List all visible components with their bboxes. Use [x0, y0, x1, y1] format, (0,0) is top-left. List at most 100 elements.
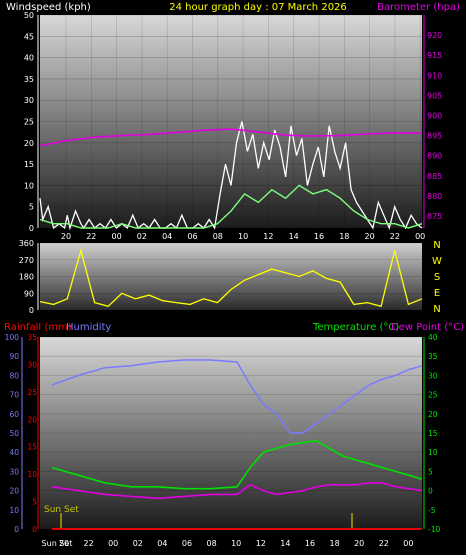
humidity-y-tick-label: 10 — [9, 506, 19, 515]
wind-x-tick-label: 06 — [187, 232, 197, 241]
temp-axis-title: Temperature (°C) — [312, 322, 399, 333]
rain-axis-title: Rainfall (mm) — [4, 322, 72, 333]
compass-label: N — [433, 240, 440, 251]
direction-y-tick-label: 360 — [19, 239, 34, 248]
compass-label: W — [432, 256, 442, 267]
baro-y-tick-label: 915 — [427, 51, 442, 60]
wind-y-tick-label: 0 — [29, 224, 34, 233]
baro-y-tick-label: 905 — [427, 91, 442, 100]
temp-x-tick-label: 00 — [108, 539, 118, 548]
baro-y-tick-label: 880 — [427, 192, 442, 201]
baro-y-tick-label: 920 — [427, 31, 442, 40]
humidity-y-tick-label: 80 — [9, 371, 19, 380]
temp-plot-area — [40, 337, 422, 529]
temp-y-tick-label: 0 — [428, 487, 433, 496]
wind-x-tick-label: 22 — [86, 232, 96, 241]
wind-y-tick-label: 50 — [24, 11, 34, 20]
rain-y-tick-label: 0 — [32, 525, 37, 534]
temp-y-tick-label: 10 — [428, 448, 438, 457]
wind-x-tick-label: 04 — [162, 232, 172, 241]
wind-x-tick-label: 18 — [339, 232, 349, 241]
wind-x-tick-label: 20 — [365, 232, 375, 241]
temp-x-tick-label: 20 — [354, 539, 364, 548]
temp-x-tick-label: 22 — [84, 539, 94, 548]
wind-x-tick-label: 16 — [314, 232, 324, 241]
wind-y-tick-label: 25 — [24, 118, 34, 127]
temperature-series-line — [51, 439, 423, 490]
temp-y-tick-label: 30 — [428, 371, 438, 380]
wind-x-tick-label: 12 — [263, 232, 273, 241]
temp-x-tick-label: 22 — [379, 539, 389, 548]
wind-y-tick-label: 20 — [24, 139, 34, 148]
temp-x-tick-label: 02 — [133, 539, 143, 548]
temp-y-tick-label: 15 — [428, 429, 438, 438]
graph-date-title: 24 hour graph day : 07 March 2026 — [169, 2, 347, 13]
humidity-series-line — [51, 359, 423, 434]
baro-y-tick-label: 900 — [427, 111, 442, 120]
compass-label: N — [433, 304, 440, 315]
baro-axis-title: Barometer (hpa) — [377, 2, 460, 13]
temp-x-tick-label: 04 — [157, 539, 167, 548]
wind-x-tick-label: 00 — [112, 232, 122, 241]
wind-chart: 0 5 10 15 20 25 30 35 40 45 50 875 880 885 890 895 900 90… — [24, 11, 442, 241]
temp-y-tick-label: 35 — [428, 352, 438, 361]
temp-y-tick-label: 5 — [428, 467, 433, 476]
direction-y-tick-label: 270 — [19, 256, 34, 265]
temp-x-tick-label: 06 — [182, 539, 192, 548]
temp-chart: 010203040506070809010005101520253035-10-… — [5, 333, 441, 548]
humidity-y-tick-label: 0 — [14, 525, 19, 534]
wind-x-tick-label: 14 — [289, 232, 299, 241]
rain-y-tick-label: 35 — [27, 333, 37, 342]
avg-windspeed-series-line — [39, 184, 423, 229]
wind-x-tick-label: 02 — [137, 232, 147, 241]
humidity-axis-title: Humidity — [66, 322, 111, 333]
wind-y-tick-label: 5 — [29, 203, 34, 212]
wind-plot-area — [40, 15, 422, 228]
temp-x-tick-label: 14 — [280, 539, 290, 548]
wind-y-tick-label: 10 — [24, 181, 34, 190]
direction-y-tick-label: 180 — [19, 273, 34, 282]
humidity-y-tick-label: 30 — [9, 467, 19, 476]
humidity-y-tick-label: 50 — [9, 429, 19, 438]
wind-y-tick-label: 45 — [24, 32, 34, 41]
humidity-y-tick-label: 40 — [9, 448, 19, 457]
temp-x-tick-label: 18 — [330, 539, 340, 548]
temp-x-tick-label: 00 — [403, 539, 413, 548]
rain-y-tick-label: 5 — [32, 498, 37, 507]
temp-x-tick-label: Sun Set — [42, 539, 73, 548]
baro-y-tick-label: 875 — [427, 212, 442, 221]
direction-plot-area — [40, 243, 422, 310]
humidity-y-tick-label: 100 — [5, 333, 20, 342]
temp-x-tick-label: 12 — [256, 539, 266, 548]
rain-y-tick-label: 10 — [27, 470, 37, 479]
wind-x-tick-label: 00 — [415, 232, 425, 241]
wind-y-tick-label: 30 — [24, 96, 34, 105]
rain-y-tick-label: 15 — [27, 443, 37, 452]
wind-direction-series-line — [39, 247, 423, 308]
humidity-y-tick-label: 90 — [9, 352, 19, 361]
temp-y-tick-label: 25 — [428, 391, 438, 400]
wind-y-tick-label: 40 — [24, 54, 34, 63]
baro-y-tick-label: 895 — [427, 132, 442, 141]
dew-axis-title: Dew Point (°C) — [391, 322, 464, 333]
temp-x-tick-label: 20 — [59, 539, 69, 548]
rain-y-tick-label: 30 — [27, 360, 37, 369]
wind-x-tick-label: 20 — [61, 232, 71, 241]
humidity-y-tick-label: 70 — [9, 391, 19, 400]
sun-set-marker-label: Sun Set — [44, 505, 79, 515]
temp-y-tick-label: 40 — [428, 333, 438, 342]
temp-x-tick-label: 08 — [207, 539, 217, 548]
temp-x-tick-label: 10 — [231, 539, 241, 548]
direction-y-tick-label: 90 — [24, 289, 34, 298]
direction-y-tick-label: 0 — [29, 306, 34, 315]
temp-x-tick-label: 16 — [305, 539, 315, 548]
wind-x-tick-label: 08 — [213, 232, 223, 241]
rain-y-tick-label: 25 — [27, 388, 37, 397]
temp-y-tick-label: -10 — [428, 525, 440, 534]
wind-axis-title: Windspeed (kph) — [6, 2, 91, 13]
wind-y-tick-label: 15 — [24, 160, 34, 169]
baro-y-tick-label: 885 — [427, 172, 442, 181]
